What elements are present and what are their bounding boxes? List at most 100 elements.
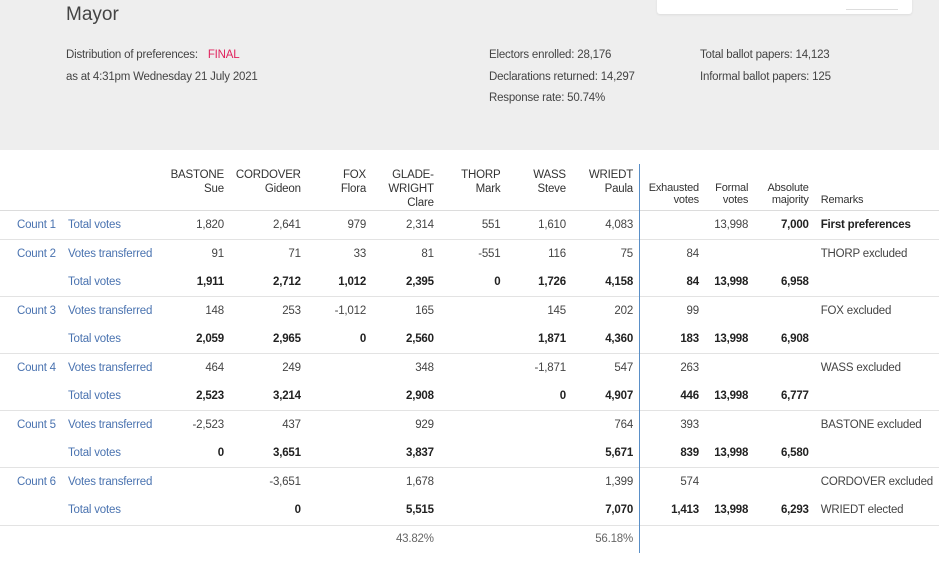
candidate-vote-cell: -3,651 <box>229 467 307 497</box>
absolute-majority-cell: 6,777 <box>780 390 809 403</box>
formal-votes-cell: 13,998 <box>714 275 749 288</box>
remarks-cell: CORDOVER excluded <box>814 467 939 497</box>
candidate-surname: FOX <box>342 169 367 181</box>
formal-votes-cell <box>704 410 755 440</box>
formal-votes-cell: 13,998 <box>714 390 749 403</box>
total-votes-link[interactable]: Total votes <box>61 210 165 240</box>
candidate-given-name: Sue <box>204 183 224 195</box>
distribution-label: Distribution of preferences: <box>66 49 198 61</box>
table-row: Total votes 2,059 2,965 0 2,560 1,871 4,360 183… <box>0 324 939 354</box>
candidate-vote-cell <box>440 325 507 354</box>
candidate-surname: WASS <box>533 169 566 181</box>
table-row: Total votes 1,911 2,712 1,012 2,395 0 1,726 4,1… <box>0 267 939 297</box>
total-votes-link[interactable]: Total votes <box>67 504 121 517</box>
candidate-vote-cell <box>307 382 372 411</box>
votes-transferred-link[interactable]: Votes transferred <box>61 352 165 383</box>
exhausted-votes-cell: 839 <box>680 447 699 460</box>
formal-votes-cell <box>704 352 755 383</box>
distribution-status-line: Distribution of preferences: FINAL <box>66 45 258 67</box>
candidate-vote-cell: 0 <box>494 275 501 288</box>
remarks-cell: FOX excluded <box>814 295 939 325</box>
candidate-header: WASS Steve <box>506 164 571 211</box>
candidate-vote-cell <box>440 382 507 411</box>
count-link <box>0 496 62 525</box>
candidate-vote-cell: 2,395 <box>406 275 434 288</box>
remarks-cell <box>815 382 939 411</box>
candidate-vote-cell <box>307 496 372 525</box>
candidate-surname: BASTONE <box>170 169 225 181</box>
absolute-majority-cell: 6,293 <box>780 504 809 517</box>
candidate-given-name: Flora <box>340 183 367 195</box>
elector-stats: Electors enrolled: 28,176 Declarations r… <box>489 45 635 110</box>
votes-transferred-link[interactable]: Votes transferred <box>61 467 165 497</box>
candidate-vote-cell: 2,965 <box>273 332 301 345</box>
candidate-vote-cell <box>307 439 372 468</box>
candidate-vote-cell: 249 <box>229 352 307 383</box>
informal-ballot-papers: Informal ballot papers: 125 <box>700 70 831 83</box>
candidate-vote-cell: 2,908 <box>406 390 434 403</box>
final-percentage-cell: 56.18% <box>571 524 641 554</box>
total-votes-link[interactable]: Total votes <box>67 390 121 403</box>
candidate-vote-cell: 1,726 <box>538 275 566 288</box>
table-row: Count 3 Votes transferred 148 253 -1,012 165 1… <box>0 295 939 325</box>
votes-transferred-link[interactable]: Votes transferred <box>61 295 165 325</box>
exhausted-votes-cell: 84 <box>686 275 700 288</box>
candidate-vote-cell: 165 <box>372 295 440 325</box>
count-link <box>0 325 62 354</box>
absolute-majority-cell: 7,000 <box>754 210 815 240</box>
count-link[interactable]: Count 6 <box>0 467 62 497</box>
info-box <box>657 0 912 14</box>
candidate-vote-cell <box>440 439 507 468</box>
count-link <box>0 439 62 468</box>
candidate-vote-cell: 547 <box>571 352 641 383</box>
count-link[interactable]: Count 1 <box>0 210 62 240</box>
candidate-given-name: Mark <box>475 183 501 195</box>
count-link[interactable]: Count 4 <box>0 352 62 383</box>
candidate-vote-cell: 2,712 <box>273 275 301 288</box>
info-box-control[interactable] <box>846 0 898 10</box>
formal-votes-cell: 13,998 <box>714 332 749 345</box>
candidate-vote-cell: 437 <box>229 410 307 440</box>
candidate-vote-cell: 148 <box>164 295 230 325</box>
total-votes-link[interactable]: Total votes <box>67 332 121 345</box>
candidate-vote-cell: 4,360 <box>571 324 641 354</box>
electors-enrolled: Electors enrolled: 28,176 <box>489 49 612 61</box>
candidate-vote-cell: 551 <box>439 210 507 240</box>
candidate-surname: CORDOVER <box>235 169 301 181</box>
table-row: Total votes 2,523 3,214 2,908 0 4,907 446 13,99… <box>0 382 939 411</box>
absolute-majority-cell <box>754 410 815 440</box>
count-link[interactable]: Count 5 <box>0 410 62 440</box>
formal-votes-cell <box>704 295 755 325</box>
empty-cell <box>754 524 815 554</box>
candidate-vote-cell: 4,083 <box>571 210 641 240</box>
table-row: Total votes 0 3,651 3,837 5,671 839 13,998 6,58… <box>0 439 939 468</box>
candidate-vote-cell: -551 <box>439 238 507 268</box>
candidate-surname: GLADE- <box>392 169 434 181</box>
candidate-vote-cell: 929 <box>372 410 440 440</box>
percentage-row: 43.82% 56.18% <box>0 524 939 554</box>
candidate-vote-cell: 1,911 <box>196 275 224 288</box>
candidate-vote-cell <box>439 295 507 325</box>
candidate-vote-cell: 2,560 <box>406 332 434 345</box>
formal-votes-cell: 13,998 <box>704 210 755 240</box>
candidate-vote-cell: 0 <box>559 390 566 403</box>
candidate-given-name: Paula <box>604 183 634 195</box>
empty-cell <box>814 524 939 554</box>
final-percentage-cell <box>229 524 307 554</box>
total-votes-link[interactable]: Total votes <box>67 447 121 460</box>
remarks-cell: WASS excluded <box>814 352 939 383</box>
declarations-returned: Declarations returned: 14,297 <box>489 70 635 83</box>
empty-cell <box>639 524 705 554</box>
exhausted-votes-cell: 393 <box>639 410 705 440</box>
candidate-header: GLADE- WRIGHT Clare <box>372 164 440 211</box>
votes-transferred-link[interactable]: Votes transferred <box>61 410 165 440</box>
count-link[interactable]: Count 3 <box>0 295 62 325</box>
page-title: Mayor <box>66 4 119 25</box>
candidate-vote-cell <box>439 352 507 383</box>
candidate-header: FOX Flora <box>307 164 372 211</box>
total-votes-link[interactable]: Total votes <box>67 275 121 288</box>
votes-transferred-link[interactable]: Votes transferred <box>61 238 165 268</box>
formal-votes-header: Formal votes <box>715 182 749 206</box>
count-link[interactable]: Count 2 <box>0 238 62 268</box>
table-row: Count 2 Votes transferred 91 71 33 81 -551 116 7… <box>0 238 939 268</box>
